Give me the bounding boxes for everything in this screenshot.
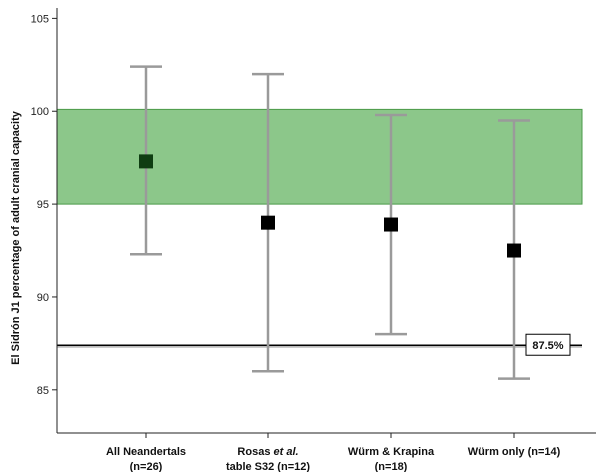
y-tick-label: 105 [31,13,49,25]
x-category-label: Rosas et al. [237,446,298,458]
reference-line-label: 87.5% [532,340,563,352]
y-tick-label: 100 [31,106,49,118]
x-category-label: Würm & Krapina [348,446,435,458]
mean-marker [139,154,153,169]
mean-marker [507,243,521,258]
mean-marker [384,217,398,232]
mean-marker [261,215,275,230]
x-category-label: Würm only (n=14) [468,446,561,458]
x-category-label: (n=18) [375,461,408,472]
y-tick-label: 90 [37,292,49,304]
x-category-label: table S32 (n=12) [226,461,310,472]
reference-band [56,108,583,205]
y-tick-label: 85 [37,385,49,397]
y-tick-label: 95 [37,199,49,211]
x-category-label: (n=26) [130,461,163,472]
y-axis-label: El Sidrón J1 percentage of adult cranial… [10,110,22,365]
x-category-label: All Neandertals [106,446,186,458]
reference-label-box [525,333,571,356]
